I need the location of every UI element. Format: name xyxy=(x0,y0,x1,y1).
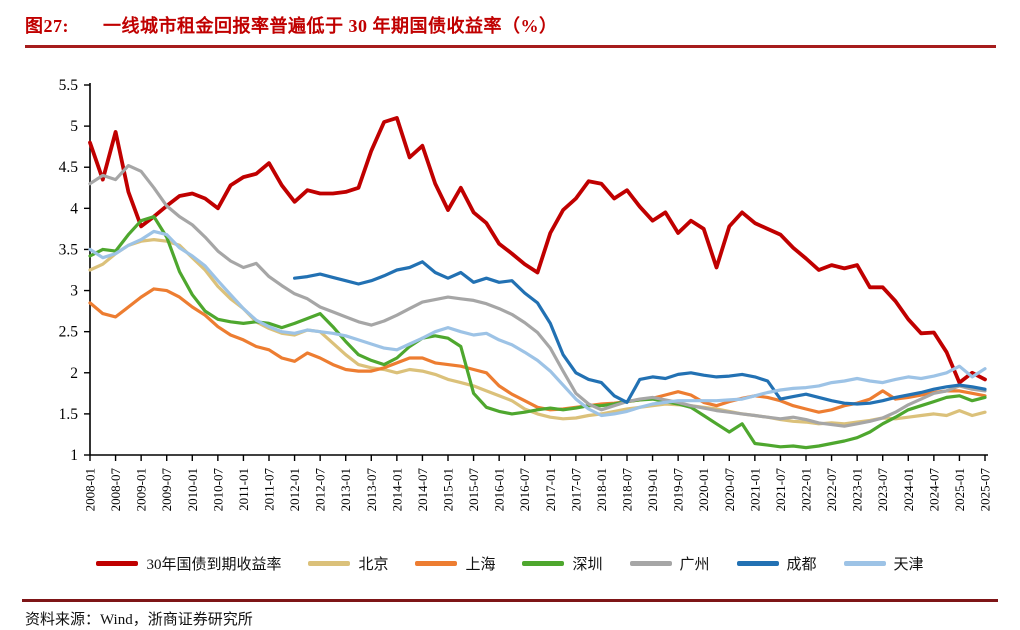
x-tick-label: 2023-07 xyxy=(875,468,890,512)
legend-label: 成都 xyxy=(786,557,817,573)
x-tick-label: 2008-07 xyxy=(108,468,123,512)
legend-swatch xyxy=(629,561,672,566)
legend-swatch xyxy=(415,561,458,566)
x-tick-label: 2020-07 xyxy=(722,468,737,512)
legend-item-北京: 北京 xyxy=(308,553,388,574)
y-tick-label: 3.5 xyxy=(59,241,79,258)
x-tick-label: 2023-01 xyxy=(850,468,865,511)
x-tick-label: 2024-01 xyxy=(901,468,916,511)
x-tick-label: 2012-01 xyxy=(287,468,302,511)
legend-label: 上海 xyxy=(465,557,496,573)
figure-title: 一线城市租金回报率普遍低于 30 年期国债收益率（%） xyxy=(103,16,558,36)
source-divider xyxy=(22,599,998,602)
legend-label: 北京 xyxy=(358,557,389,573)
y-tick-label: 4 xyxy=(70,200,78,217)
legend-swatch xyxy=(522,561,565,566)
y-tick-label: 2.5 xyxy=(59,324,79,341)
x-tick-label: 2015-01 xyxy=(441,468,456,511)
x-tick-label: 2010-07 xyxy=(210,468,225,512)
x-tick-label: 2017-01 xyxy=(543,468,558,511)
legend-item-深圳: 深圳 xyxy=(522,553,603,574)
legend-item-上海: 上海 xyxy=(415,553,495,574)
x-tick-label: 2018-07 xyxy=(620,468,635,512)
line-chart: 1 1.5 2 2.5 3 3.5 4 4.5 5 5.5 2008-01 2008-07 2009-0… xyxy=(59,77,993,512)
y-tick-label: 3 xyxy=(70,283,78,300)
x-tick-label: 2009-07 xyxy=(159,468,174,512)
chart-legend: 30年国债到期收益率 北京 上海 深圳 广州 成都 天津 xyxy=(0,553,1020,574)
figure-title-row: 图27: 一线城市租金回报率普遍低于 30 年期国债收益率（%） xyxy=(25,12,558,38)
legend-swatch xyxy=(96,561,139,566)
x-tick-label: 2025-01 xyxy=(952,468,967,511)
legend-swatch xyxy=(843,561,886,566)
y-tick-label: 5 xyxy=(70,118,78,135)
figure-label: 图27: xyxy=(25,16,69,36)
legend-item-天津: 天津 xyxy=(843,553,924,574)
x-tick-label: 2019-07 xyxy=(671,468,686,512)
x-tick-label: 2008-01 xyxy=(83,468,98,511)
y-tick-label: 2 xyxy=(70,365,78,382)
legend-label: 深圳 xyxy=(572,557,603,573)
y-tick-label: 5.5 xyxy=(59,77,79,94)
y-tick-label: 4.5 xyxy=(59,159,79,176)
legend-item-30年国债到期收益率: 30年国债到期收益率 xyxy=(96,553,281,574)
x-tick-label: 2015-07 xyxy=(466,468,481,512)
x-tick-label: 2022-01 xyxy=(799,468,814,511)
x-tick-label: 2019-01 xyxy=(645,468,660,511)
series-line-深圳 xyxy=(88,215,987,450)
series-line-成都 xyxy=(293,260,987,406)
y-tick-label: 1 xyxy=(70,447,78,464)
x-tick-label: 2021-01 xyxy=(747,468,762,511)
legend-label: 天津 xyxy=(893,557,924,573)
x-tick-label: 2014-07 xyxy=(415,468,430,512)
x-tick-label: 2014-01 xyxy=(389,468,404,511)
x-tick-label: 2022-07 xyxy=(824,468,839,512)
x-tick-label: 2013-07 xyxy=(364,468,379,512)
legend-item-广州: 广州 xyxy=(629,553,710,574)
x-tick-label: 2011-07 xyxy=(262,468,277,511)
x-tick-label: 2024-07 xyxy=(926,468,941,512)
x-tick-label: 2021-07 xyxy=(773,468,788,512)
x-tick-label: 2010-01 xyxy=(185,468,200,511)
x-tick-label: 2020-01 xyxy=(696,468,711,511)
legend-item-成都: 成都 xyxy=(736,553,817,574)
x-tick-label: 2012-07 xyxy=(313,468,328,512)
x-tick-label: 2016-01 xyxy=(492,468,507,511)
title-underline xyxy=(25,45,996,48)
x-tick-label: 2011-01 xyxy=(236,468,251,511)
series-line-30年国债到期收益率 xyxy=(88,116,987,385)
series-line-广州 xyxy=(88,164,987,428)
x-tick-label: 2018-01 xyxy=(594,468,609,511)
legend-swatch xyxy=(736,561,779,566)
x-tick-label: 2013-01 xyxy=(338,468,353,511)
x-tick-label: 2009-01 xyxy=(134,468,149,511)
legend-label: 30年国债到期收益率 xyxy=(146,557,282,573)
y-tick-label: 1.5 xyxy=(59,406,79,423)
x-tick-label: 2017-07 xyxy=(568,468,583,512)
legend-label: 广州 xyxy=(679,557,710,573)
x-tick-label: 2016-07 xyxy=(517,468,532,512)
x-tick-label: 2025-07 xyxy=(978,468,993,512)
source-text: 资料来源：Wind，浙商证券研究所 xyxy=(25,612,253,628)
series-line-上海 xyxy=(88,287,987,414)
legend-swatch xyxy=(308,561,351,566)
series-line-天津 xyxy=(88,229,987,418)
